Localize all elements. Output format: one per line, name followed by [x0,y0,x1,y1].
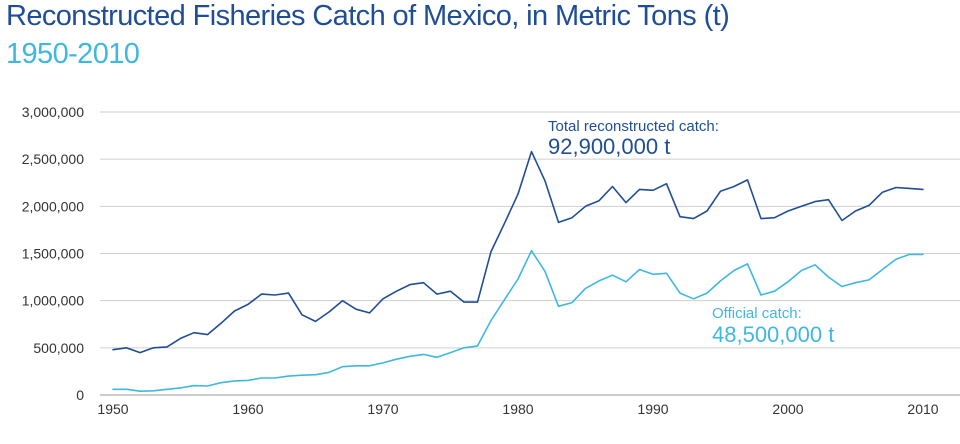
x-tick-label: 1950 [97,401,128,417]
x-tick-label: 1990 [637,401,668,417]
x-tick-label: 1960 [232,401,263,417]
x-tick-label: 1970 [367,401,398,417]
y-tick-label: 2,000,000 [22,198,84,214]
annotation-total-label: Total reconstructed catch: [548,118,719,135]
annotation-total-value: 92,900,000 t [548,134,670,159]
x-tick-label: 1980 [502,401,533,417]
annotation-official-label: Official catch: [712,305,802,322]
y-axis-ticks: 0 500,000 1,000,000 1,500,000 2,000,000 2,500… [22,104,85,403]
chart-subtitle: 1950-2010 [6,38,140,70]
y-tick-label: 0 [76,387,84,403]
y-tick-label: 500,000 [33,340,84,356]
y-tick-label: 1,000,000 [22,293,84,309]
x-axis-ticks: 1950 1960 1970 1980 1990 2000 2010 [97,401,938,417]
x-tick-label: 2010 [907,401,938,417]
series-lines [112,150,924,393]
y-tick-label: 3,000,000 [22,104,84,120]
annotation-official-value: 48,500,000 t [712,322,834,347]
y-tick-label: 1,500,000 [22,246,84,262]
gridlines [100,111,960,396]
series-line-total [112,150,924,354]
chart-title: Reconstructed Fisheries Catch of Mexico,… [6,0,730,32]
series-line-official [112,249,924,393]
x-tick-label: 2000 [772,401,803,417]
annotations: Total reconstructed catch: 92,900,000 t … [548,118,834,347]
y-tick-label: 2,500,000 [22,151,84,167]
